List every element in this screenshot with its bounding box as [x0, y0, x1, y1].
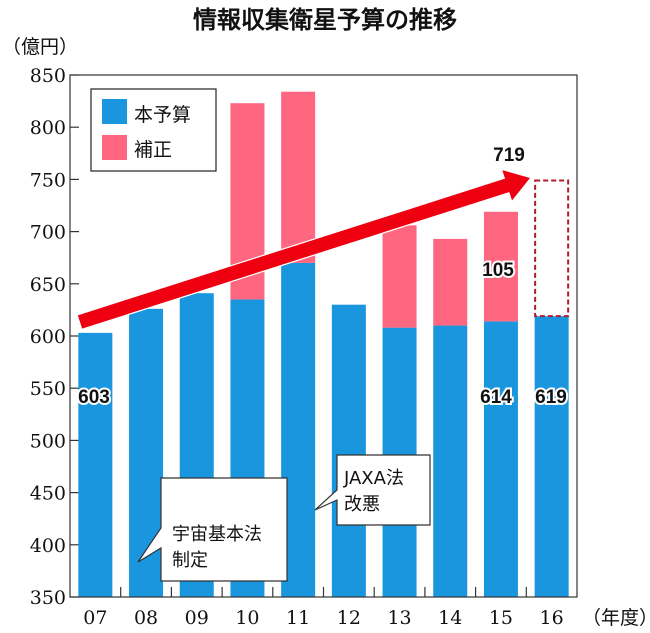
annotation-space-basic-law: 宇宙基本法 制定	[137, 477, 288, 582]
y-axis: 350 400 450 500 550 600 650 700 750 800 850	[30, 65, 79, 609]
bar-supplementary-14	[433, 238, 468, 326]
bar-main-budget-12	[331, 304, 366, 597]
y-tick-label: 650	[30, 274, 66, 296]
x-tick-label-14: 14	[438, 607, 462, 629]
y-tick-label: 700	[30, 222, 66, 244]
bar-main-budget-14	[433, 325, 468, 597]
bar-supplementary-11	[281, 91, 316, 263]
legend-swatch-supplementary	[102, 135, 127, 160]
annotation-line-2: 改悪	[344, 494, 380, 515]
annotation-jaxa-law: JAXA法 改悪	[314, 454, 431, 526]
bar-main-budget-16	[534, 316, 569, 597]
x-axis: 07 08 09 10 11 12 13 14 15 16	[83, 587, 564, 629]
y-tick-label: 400	[30, 535, 66, 557]
y-tick-label: 350	[30, 587, 66, 609]
x-tick-label-15: 15	[489, 607, 513, 629]
x-tick-label-16: 16	[540, 607, 564, 629]
data-label-15-main: 614	[480, 387, 512, 408]
y-tick-label: 600	[30, 326, 66, 348]
legend: 本予算 補正	[90, 88, 217, 172]
y-tick-label: 500	[30, 430, 66, 452]
legend-swatch-main-budget	[102, 99, 127, 124]
x-tick-label-12: 12	[337, 607, 361, 629]
trend-arrow-shape	[76, 168, 533, 331]
annotation-line-2: 制定	[172, 550, 208, 571]
trend-arrow	[76, 168, 533, 331]
annotation-line-1: 宇宙基本法	[172, 524, 262, 545]
y-tick-label: 450	[30, 483, 66, 505]
x-tick-label-08: 08	[134, 607, 158, 629]
bar-main-budget-07	[78, 332, 113, 597]
data-label-07: 603	[78, 387, 110, 408]
x-tick-label-11: 11	[286, 607, 310, 629]
x-tick-label-07: 07	[83, 607, 107, 629]
callout-box	[314, 454, 431, 526]
annotation-line-1: JAXA法	[343, 468, 404, 489]
bar-supplementary-15	[483, 211, 518, 322]
y-tick-label: 850	[30, 65, 66, 87]
x-axis-unit-label: （年度）	[582, 607, 650, 629]
callout-box	[137, 477, 288, 582]
data-label-16-main: 619	[535, 387, 567, 408]
bar-main-budget-15	[483, 321, 518, 597]
data-label-15-total: 719	[493, 145, 525, 166]
legend-label-supplementary: 補正	[134, 139, 172, 161]
x-tick-label-09: 09	[185, 607, 209, 629]
bar-supplementary-13	[382, 225, 417, 328]
bar-projected-outline-16	[534, 179, 570, 318]
data-labels: 603 614 619 105 719	[76, 143, 569, 410]
data-label-15-supplementary: 105	[482, 260, 514, 281]
x-tick-label-10: 10	[235, 607, 259, 629]
y-axis-unit-label: （億円）	[2, 36, 78, 58]
y-tick-label: 750	[30, 169, 66, 191]
x-tick-label-13: 13	[387, 607, 411, 629]
chart-title: 情報収集衛星予算の推移	[193, 6, 457, 34]
y-tick-label: 800	[30, 117, 66, 139]
legend-label-main-budget: 本予算	[134, 104, 191, 126]
y-tick-label: 550	[30, 378, 66, 400]
